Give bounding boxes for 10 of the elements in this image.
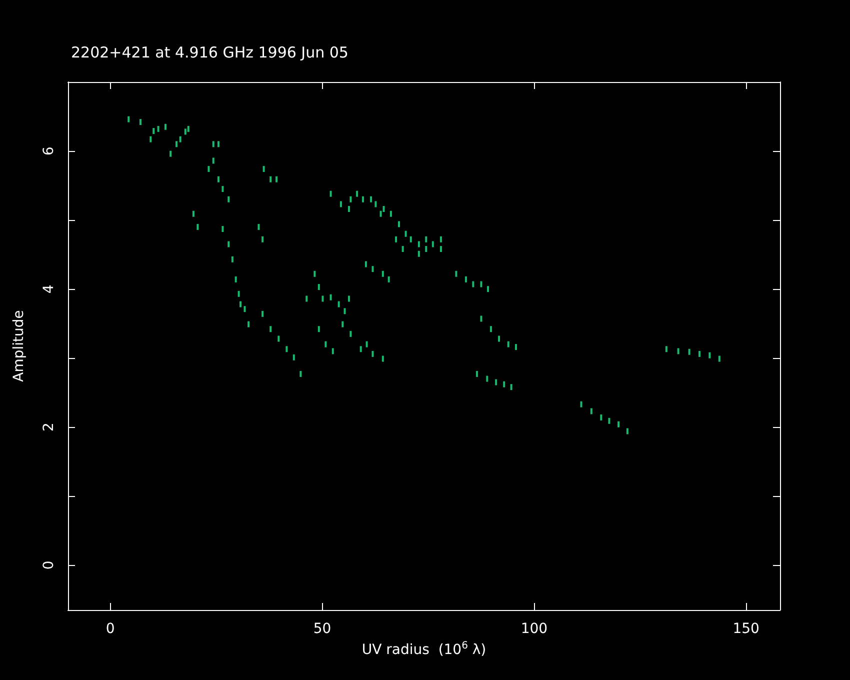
y-tick-label: 2: [41, 422, 57, 432]
x-tick-label: 0: [106, 621, 115, 637]
y-tick-label: 4: [41, 284, 57, 294]
y-tick-label: 0: [41, 560, 57, 570]
y-axis-title: Amplitude: [11, 310, 27, 382]
chart-title: 2202+421 at 4.916 GHz 1996 Jun 05: [71, 44, 348, 62]
x-tick-label: 100: [520, 621, 548, 637]
x-tick-label: 150: [732, 621, 760, 637]
y-tick-label: 6: [41, 146, 57, 156]
x-tick-label: 50: [313, 621, 332, 637]
